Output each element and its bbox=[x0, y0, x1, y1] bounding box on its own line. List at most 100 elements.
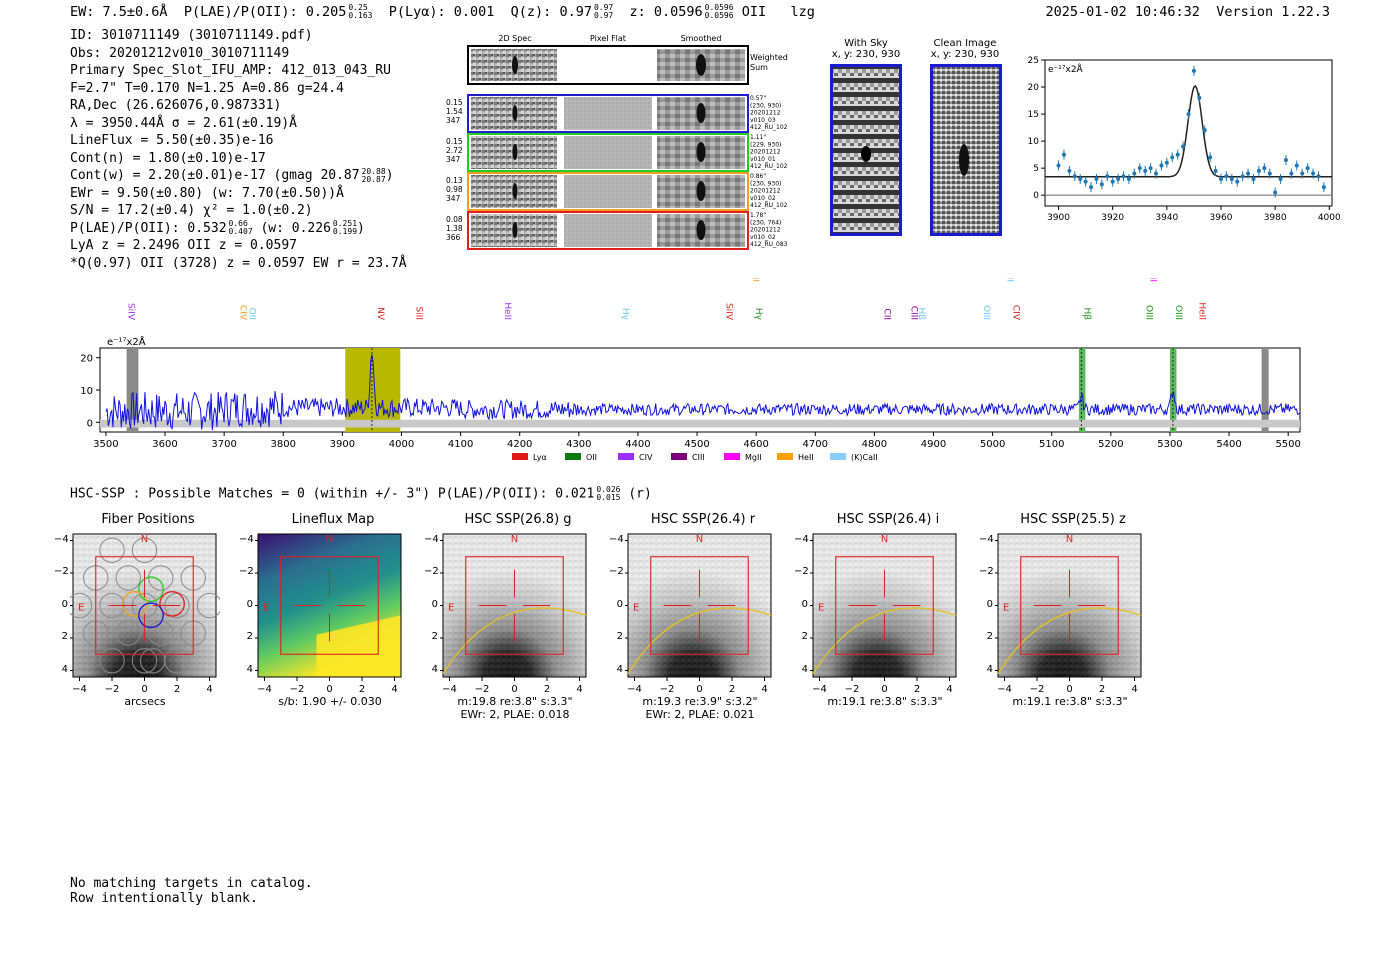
panel-ytick-label: 4 bbox=[61, 663, 68, 675]
north-label: N bbox=[696, 534, 703, 545]
col-2d-spec: 2D Spec bbox=[498, 34, 531, 43]
zoom-xtick-label: 3920 bbox=[1101, 213, 1124, 223]
spectrum-xtick-label: 3600 bbox=[152, 439, 177, 450]
panel-ytick-label: −4 bbox=[979, 533, 994, 545]
with-sky-label: With Sky bbox=[844, 38, 888, 49]
panel-xtick-label: 0 bbox=[326, 684, 332, 695]
line-marker-label: OIII bbox=[981, 305, 991, 320]
hsc-panel: Lineflux Map N E −4 −2 0 2 4 4 2 0 −2 −4 s/b: 1.90 +/… bbox=[239, 512, 405, 708]
info-sn: S/N = 17.2(±0.4) χ² = 1.0(±0.2) bbox=[70, 203, 313, 218]
zoom-point bbox=[1083, 179, 1088, 184]
zoom-point bbox=[1267, 171, 1272, 176]
spectrum-xtick-label: 5100 bbox=[1039, 439, 1064, 450]
weighted-sum-label: Weighted bbox=[750, 53, 788, 62]
panel-xtick-label: 2 bbox=[1099, 684, 1105, 695]
clean-image bbox=[930, 64, 1002, 236]
east-label: E bbox=[633, 602, 639, 613]
north-label: N bbox=[326, 534, 333, 545]
legend-label: CIII bbox=[692, 453, 705, 462]
weighted-sum-label-2: Sum bbox=[750, 63, 768, 72]
zoom-point bbox=[1132, 171, 1137, 176]
zoom-xtick-label: 3980 bbox=[1264, 213, 1287, 223]
cutout-meta: (230, 764) bbox=[750, 219, 781, 226]
panel-xtick-label: 0 bbox=[141, 684, 147, 695]
panel-xtick-label: 4 bbox=[761, 684, 767, 695]
panel-xtick-label: 2 bbox=[544, 684, 550, 695]
spectrum-xtick-label: 5500 bbox=[1275, 439, 1300, 450]
line-marker-label: NV bbox=[375, 307, 385, 321]
spectrum-ytick-label: 10 bbox=[80, 386, 93, 397]
hsc-plae-lo: 0.015 bbox=[596, 493, 621, 502]
header-flag: lzg bbox=[790, 4, 815, 20]
line-marker-label: Hβ bbox=[916, 307, 926, 320]
timestamp: 2025-01-02 10:46:32 bbox=[1045, 4, 1200, 20]
zoom-point bbox=[1251, 176, 1256, 181]
panel-xtick-label: −4 bbox=[997, 684, 1012, 695]
header-q-lo: 0.97 bbox=[593, 11, 614, 20]
hsc-panel-image: N E −4 −2 0 2 4 bbox=[70, 533, 220, 695]
panel-xtick-label: −4 bbox=[812, 684, 827, 695]
footer-note: No matching targets in catalog. Row inte… bbox=[70, 876, 313, 906]
cutout-stat: 0.13 bbox=[446, 176, 463, 185]
panel-ytick-label: 2 bbox=[986, 631, 993, 642]
north-label: N bbox=[511, 534, 518, 545]
info-plae-lo: 0.407 bbox=[228, 227, 253, 236]
full-spectrum-plot: SiIVCIVOIINVSiIIHeIIHγSiIVCIIIHγCIICIIIH… bbox=[80, 278, 1301, 462]
panel-ytick-label: 0 bbox=[431, 598, 438, 610]
line-marker-label: CIV bbox=[238, 305, 248, 321]
panel-ytick-label: 0 bbox=[801, 598, 808, 610]
spectrum-ytick-label: 20 bbox=[80, 354, 93, 365]
cutout-stat: 347 bbox=[446, 155, 461, 164]
cutout-meta: 20201212 bbox=[750, 188, 781, 195]
spectrum-xtick-label: 3500 bbox=[93, 439, 118, 450]
zoom-point bbox=[1067, 168, 1072, 173]
panel-caption: s/b: 1.90 +/- 0.030 bbox=[278, 695, 382, 708]
hsc-panel-image: N E −4 −2 0 2 4 bbox=[810, 533, 957, 695]
legend-swatch bbox=[724, 453, 740, 460]
cutout-stat: 2.72 bbox=[446, 146, 463, 155]
zoom-point bbox=[1213, 168, 1218, 173]
legend-label: (K)CaII bbox=[851, 453, 878, 462]
clean-image-xy: x, y: 230, 930 bbox=[930, 49, 1000, 60]
legend-label: MgII bbox=[745, 453, 762, 462]
info-plae-hi: 0.66 bbox=[228, 219, 248, 228]
weighted-sum-row: Weighted Sum bbox=[467, 45, 788, 85]
east-label: E bbox=[78, 602, 84, 613]
masked-band-blue bbox=[126, 348, 139, 432]
zoom-point bbox=[1126, 176, 1131, 181]
header-plae-lo: 0.163 bbox=[348, 11, 373, 20]
hsc-summary: HSC-SSP : Possible Matches = 0 (within +… bbox=[70, 486, 652, 502]
with-sky-image bbox=[830, 64, 902, 236]
panel-ytick-label: 0 bbox=[246, 598, 253, 610]
panel-ytick-label: 2 bbox=[246, 631, 253, 642]
cutout-meta: v010_02 bbox=[750, 195, 776, 202]
hsc-panel: HSC SSP(26.4) i N E −4 −2 0 2 4 4 2 0 −2 −4 m:19.1 re… bbox=[794, 512, 960, 708]
version: Version 1.22.3 bbox=[1216, 4, 1330, 20]
panel-caption: m:19.1 re:3.8" s:3.3" bbox=[827, 695, 943, 708]
cutout-meta: 1.78" bbox=[750, 212, 766, 219]
zoom-point bbox=[1278, 176, 1283, 181]
header-z-lo: 0.0596 bbox=[704, 11, 734, 20]
header-z: z: 0.0596 bbox=[629, 4, 703, 20]
panel-ytick-label: −2 bbox=[54, 566, 69, 577]
zoom-xtick-label: 4000 bbox=[1318, 213, 1340, 223]
zoom-ytick-label: 0 bbox=[1033, 191, 1039, 201]
zoom-point bbox=[1294, 163, 1299, 168]
panel-ytick-label: −2 bbox=[979, 566, 994, 577]
info-plae-w: (w: 0.226 bbox=[260, 220, 331, 236]
cutout-meta: v010_03 bbox=[750, 117, 776, 124]
zoom-point bbox=[1321, 185, 1326, 190]
hsc-panel-image: N E −4 −2 0 2 4 bbox=[625, 533, 772, 695]
zoom-point bbox=[1235, 179, 1240, 184]
panel-xtick-label: −2 bbox=[1030, 684, 1045, 695]
panel-caption: m:19.3 re:3.9" s:3.2" bbox=[642, 695, 758, 708]
info-lineflux: LineFlux = 5.50(±0.35)e-16 bbox=[70, 133, 274, 148]
zoom-point bbox=[1316, 174, 1321, 179]
hsc-panel: HSC SSP(26.8) g N E −4 −2 0 2 4 4 2 0 −2 −4 m:19.8 re… bbox=[424, 512, 590, 721]
zoom-xtick-label: 3900 bbox=[1047, 213, 1070, 223]
spectra-cutouts: 2D Spec Pixel Flat Smoothed Weighted Sum… bbox=[446, 34, 788, 250]
info-cont-w: Cont(w) = 2.20(±0.01)e-17 (gmag 20.87 bbox=[70, 168, 360, 183]
hsc-panel-image: N E −4 −2 0 2 4 bbox=[255, 533, 402, 695]
line-marker-label: CIII bbox=[750, 278, 760, 282]
